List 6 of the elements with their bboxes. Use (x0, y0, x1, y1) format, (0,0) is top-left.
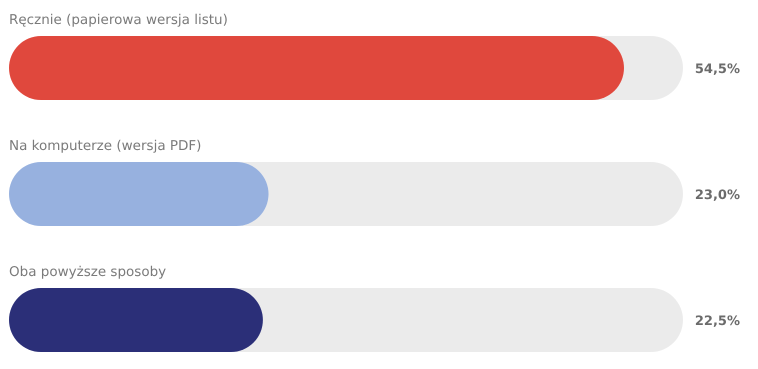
y-tick-label: Oba powyższe sposoby (9, 264, 166, 280)
data-label: 54,5% (694, 62, 740, 77)
data-label: 22,5% (694, 314, 740, 329)
y-tick-label: Ręcznie (papierowa wersja listu) (9, 12, 228, 28)
y-tick-label: Na komputerze (wersja PDF) (9, 138, 202, 154)
data-label: 23,0% (694, 188, 740, 203)
